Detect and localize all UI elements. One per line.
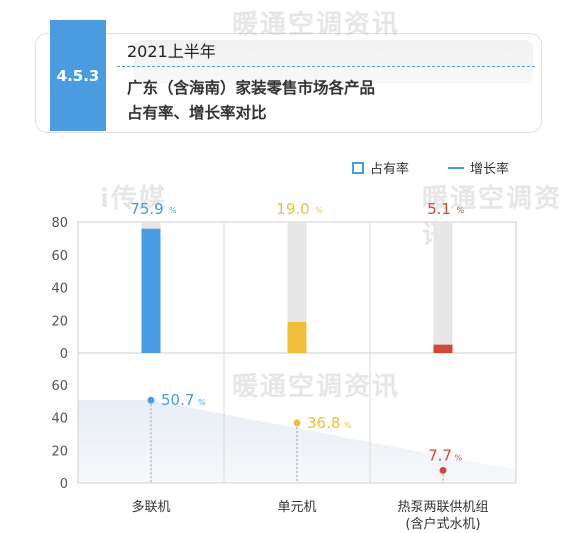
- growth-unit-label: %: [455, 453, 463, 462]
- section-number: 4.5.3: [50, 20, 106, 131]
- y-tick-label-growth: 20: [51, 444, 68, 459]
- share-value-label: 75.9: [130, 200, 163, 218]
- growth-unit-label: %: [344, 421, 352, 430]
- legend-growth-label: 增长率: [470, 162, 510, 177]
- watermark: i传媒: [100, 184, 167, 214]
- share-bar: [433, 344, 453, 353]
- x-category-label: (含户式水机): [405, 516, 480, 532]
- y-tick-label-growth: 40: [51, 412, 68, 427]
- y-tick-label-share: 80: [51, 216, 68, 231]
- header-card: [35, 33, 542, 133]
- growth-value-label: 50.7: [161, 391, 194, 409]
- legend-box-icon: [352, 161, 364, 174]
- legend-growth: 增长率: [448, 158, 509, 177]
- share-bar: [141, 228, 161, 353]
- growth-value-label: 7.7: [428, 446, 452, 464]
- y-tick-label-growth: 0: [60, 477, 68, 492]
- growth-point: [439, 466, 447, 474]
- share-bar: [287, 321, 307, 353]
- y-tick-label-share: 20: [51, 314, 68, 329]
- header-band: [134, 40, 533, 84]
- growth-unit-label: %: [198, 398, 206, 407]
- x-category-label: 单元机: [277, 500, 316, 515]
- growth-point: [147, 396, 155, 404]
- header-divider: [117, 66, 535, 67]
- y-tick-label-share: 40: [51, 282, 68, 297]
- growth-value-label: 36.8: [307, 414, 340, 432]
- y-tick-label-share: 60: [51, 249, 68, 264]
- share-bar-background: [433, 222, 453, 353]
- chart-subtitle: 2021上半年: [127, 42, 216, 61]
- y-tick-label-share: 0: [60, 347, 68, 362]
- share-value-label: 19.0: [276, 200, 309, 218]
- x-category-label: 热泵两联供机组: [397, 500, 488, 515]
- share-value-label: 5.1: [427, 200, 451, 218]
- share-unit-label: %: [457, 206, 465, 215]
- chart-title-line2: 占有率、增长率对比: [127, 104, 267, 122]
- chart-title: 广东（含海南）家装零售市场各产品 占有率、增长率对比: [127, 76, 487, 126]
- legend-line-icon: [448, 166, 464, 169]
- share-bar-background: [287, 222, 307, 353]
- growth-point: [293, 419, 301, 427]
- share-unit-label: %: [315, 206, 323, 215]
- chart-title-line1: 广东（含海南）家装零售市场各产品: [127, 79, 376, 97]
- y-tick-label-growth: 60: [51, 379, 68, 394]
- share-unit-label: %: [169, 206, 177, 215]
- legend-share: 占有率: [352, 158, 409, 177]
- legend-share-label: 占有率: [370, 162, 410, 177]
- growth-area-shape: [78, 400, 516, 483]
- watermark: 暖通空调资讯: [232, 10, 401, 40]
- x-category-label: 多联机: [131, 499, 170, 515]
